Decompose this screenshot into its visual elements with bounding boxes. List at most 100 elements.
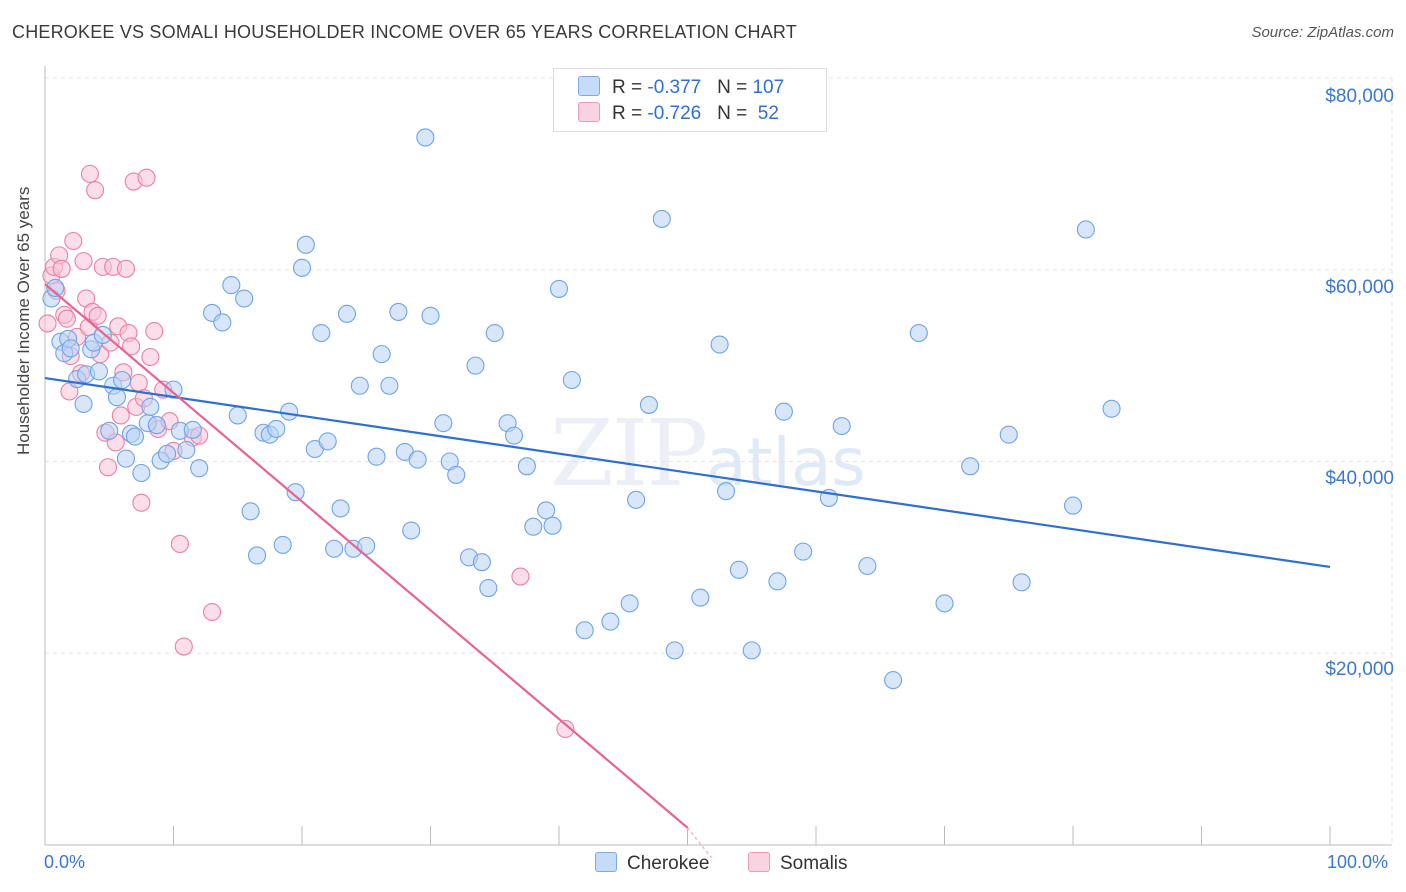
cherokee-point-49 — [325, 539, 344, 558]
cherokee-point-101 — [1012, 573, 1031, 592]
axes — [44, 66, 1392, 846]
r-label: R = — [612, 77, 648, 98]
cherokee-point-94 — [832, 416, 851, 436]
n-label: N = — [717, 103, 753, 124]
cherokee-point-70 — [479, 579, 498, 598]
trend-lines — [44, 283, 1331, 859]
n-value-somalis: 52 — [752, 103, 779, 124]
cherokee-point-48 — [318, 432, 337, 451]
cherokee-point-66 — [447, 465, 466, 484]
somalis-point-19 — [88, 306, 107, 325]
cherokee-point-63 — [421, 306, 440, 325]
cherokee-point-13 — [100, 421, 119, 440]
y-tick-label-60000: $60,000 — [1325, 277, 1394, 298]
somalis-point-46 — [174, 637, 193, 656]
cherokee-point-37 — [247, 546, 267, 565]
cherokee-point-77 — [543, 516, 562, 535]
cherokee-point-73 — [504, 426, 524, 445]
somalis-point-38 — [137, 168, 156, 187]
cherokee-point-43 — [286, 483, 305, 502]
cherokee-point-75 — [524, 517, 543, 536]
cherokee-point-34 — [228, 406, 247, 425]
cherokee-point-92 — [794, 542, 813, 561]
cherokee-point-85 — [665, 641, 684, 660]
cherokee-point-23 — [147, 416, 166, 435]
legend-row-somalis: R = -0.726 N = 52 — [578, 102, 779, 126]
cherokee-point-29 — [183, 420, 202, 439]
cherokee-point-68 — [466, 356, 485, 375]
cherokee-point-33 — [222, 276, 241, 295]
cherokee-point-53 — [350, 376, 369, 395]
somalis-point-49 — [203, 602, 222, 622]
r-value-cherokee: -0.377 — [647, 77, 702, 98]
cherokee-point-78 — [549, 279, 569, 298]
somalis-point-10 — [64, 231, 83, 251]
cherokee-point-74 — [517, 457, 536, 476]
somalis-point-23 — [98, 458, 118, 477]
n-value-cherokee: 107 — [752, 77, 785, 98]
correlation-legend: R = -0.377 N = 107 R = -0.726 N = 52 — [553, 68, 827, 132]
cherokee-point-89 — [729, 560, 748, 579]
cherokee-point-104 — [1102, 399, 1121, 418]
cherokee-point-58 — [389, 302, 408, 321]
cherokee-point-97 — [909, 323, 928, 343]
r-value-somalis: -0.726 — [647, 103, 702, 124]
cherokee-point-90 — [742, 641, 761, 660]
somalis-trend-extension — [686, 827, 713, 859]
somalis-point-51 — [556, 719, 575, 739]
y-tick-label-40000: $40,000 — [1325, 468, 1394, 489]
cherokee-point-61 — [408, 450, 427, 469]
somalis-point-30 — [116, 259, 136, 278]
series-legend: Cherokee Somalis — [595, 852, 848, 875]
cherokee-point-106 — [627, 490, 646, 509]
cherokee-point-42 — [280, 402, 299, 421]
cherokee-point-69 — [472, 553, 491, 572]
somalis-point-13 — [74, 252, 93, 271]
somalis-point-28 — [111, 406, 130, 425]
source-label: Source: ZipAtlas.com — [1251, 24, 1394, 41]
cherokee-point-36 — [241, 502, 260, 521]
cherokee-point-81 — [601, 612, 620, 631]
cherokee-point-45 — [296, 235, 315, 254]
cherokee-point-96 — [884, 671, 903, 690]
cherokee-point-87 — [710, 335, 729, 354]
cherokee-point-56 — [372, 345, 391, 364]
cherokee-point-82 — [620, 594, 639, 613]
cherokee-point-64 — [434, 414, 453, 433]
somalis-point-35 — [129, 373, 148, 392]
y-tick-label-20000: $20,000 — [1325, 659, 1394, 680]
somalis-point-36 — [132, 493, 151, 512]
somalis-point-7 — [57, 309, 76, 328]
cherokee-point-57 — [380, 376, 399, 395]
cherokee-point-88 — [716, 482, 736, 501]
somalis-point-32 — [122, 337, 141, 356]
somalis-swatch — [578, 102, 600, 122]
cherokee-point-16 — [113, 370, 132, 390]
somalis-legend-swatch — [747, 852, 770, 872]
cherokee-point-76 — [537, 501, 556, 520]
cherokee-legend-swatch — [595, 852, 617, 872]
cherokee-points — [42, 128, 1121, 690]
cherokee-point-15 — [107, 388, 127, 407]
cherokee-point-83 — [639, 395, 659, 414]
cherokee-point-95 — [858, 556, 877, 576]
legend-label-somalis: Somalis — [779, 853, 848, 874]
cherokee-point-84 — [652, 209, 671, 228]
somalis-point-50 — [511, 567, 530, 586]
cherokee-point-19 — [125, 427, 144, 446]
somalis-point-45 — [170, 534, 189, 554]
x-tick-label-min: 0.0% — [44, 852, 86, 872]
cherokee-point-79 — [562, 370, 581, 390]
watermark: ZIPatlas — [550, 400, 866, 507]
cherokee-point-26 — [164, 380, 183, 399]
y-tick-label-80000: $80,000 — [1325, 86, 1394, 107]
cherokee-point-35 — [235, 289, 254, 308]
somalis-point-18 — [86, 181, 105, 200]
cherokee-point-1 — [46, 278, 65, 298]
y-axis-label: Householder Income Over 65 years — [14, 186, 33, 455]
cherokee-point-20 — [132, 463, 151, 483]
grid-lines — [45, 77, 1393, 845]
cherokee-point-30 — [190, 459, 209, 478]
legend-label-cherokee: Cherokee — [627, 853, 710, 874]
cherokee-point-100 — [999, 425, 1018, 444]
